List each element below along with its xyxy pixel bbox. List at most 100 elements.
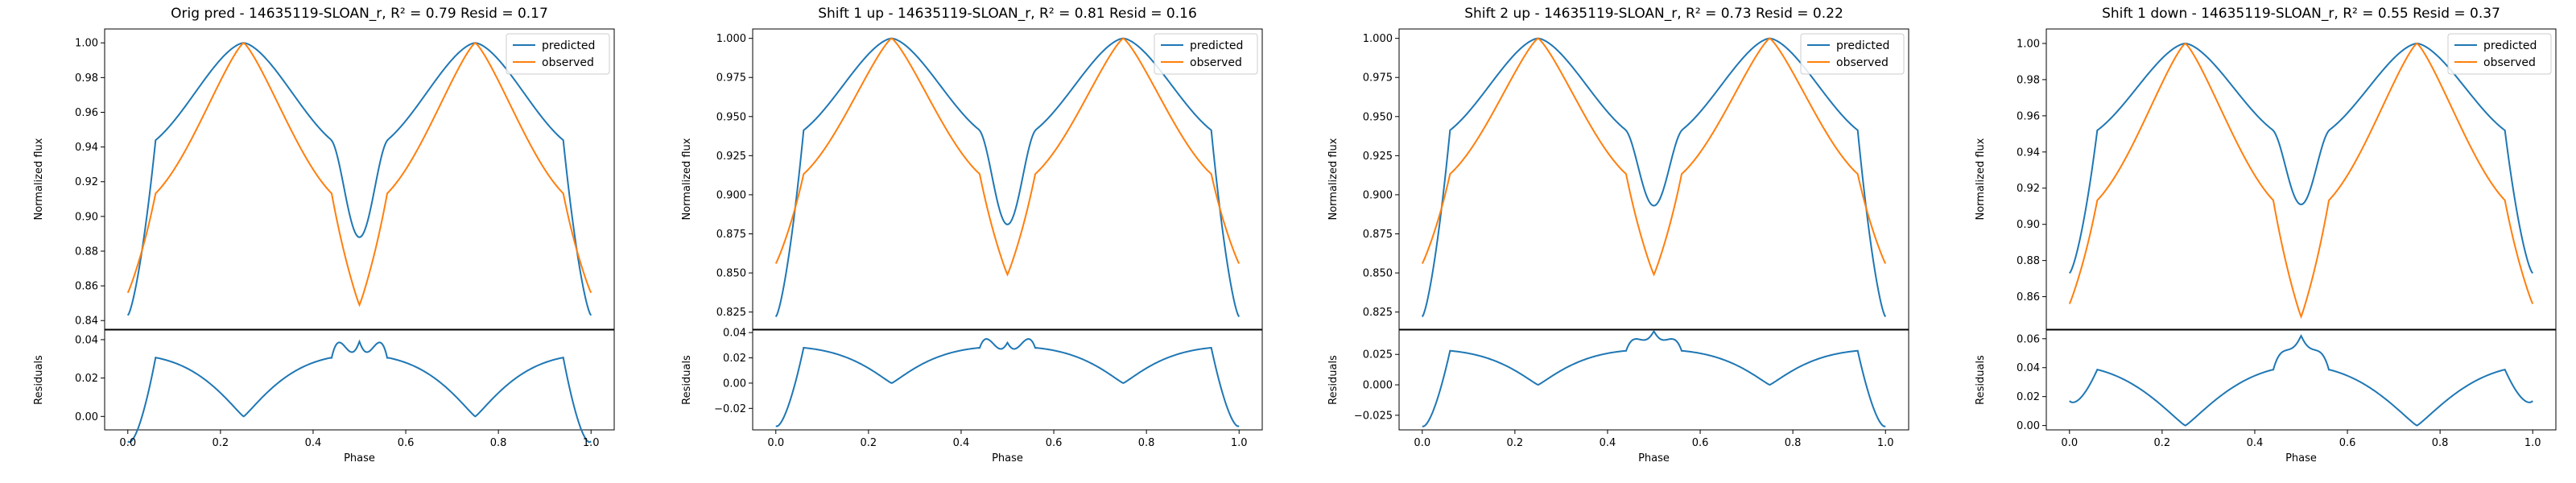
- residuals-ytick-label: 0.00: [75, 411, 98, 423]
- flux-ytick-label: 0.850: [1363, 268, 1393, 280]
- flux-ytick-label: 0.900: [716, 189, 746, 201]
- xtick-label: 0.0: [119, 437, 136, 449]
- flux-ytick-label: 0.94: [2017, 147, 2040, 159]
- xtick-label: 1.0: [1231, 437, 1248, 449]
- observed-series-line: [774, 37, 1241, 277]
- flux-ytick-label: 0.96: [75, 107, 98, 119]
- flux-axes: [1398, 28, 1909, 330]
- residuals-ylabel: Residuals: [1975, 355, 1987, 405]
- legend: predicted observed: [506, 33, 610, 75]
- flux-ytick-label: 0.975: [716, 72, 746, 85]
- flux-ytick-label: 0.825: [1363, 307, 1393, 319]
- flux-ytick-label: 0.94: [75, 142, 98, 154]
- residuals-ylabel: Residuals: [33, 355, 45, 405]
- residuals-ytick-label: 0.00: [2017, 420, 2040, 432]
- chart-panel-2: Shift 1 up - 14635119-SLOAN_r, R² = 0.81…: [681, 6, 1263, 464]
- residuals-ylabel: Residuals: [681, 355, 693, 405]
- residuals-ytick-label: 0.04: [2017, 362, 2040, 374]
- flux-ytick-label: 0.950: [716, 111, 746, 123]
- flux-ylabel: Normalized flux: [1327, 138, 1340, 220]
- flux-ytick-label: 0.88: [75, 246, 98, 258]
- flux-ytick-label: 0.92: [75, 176, 98, 188]
- xtick-label: 1.0: [2524, 437, 2541, 449]
- legend-label-predicted: predicted: [1190, 39, 1243, 52]
- xtick-label: 1.0: [1877, 437, 1894, 449]
- xtick-label: 0.4: [2247, 437, 2264, 449]
- xtick-label: 0.8: [490, 437, 507, 449]
- xtick-label: 0.2: [861, 437, 877, 449]
- xtick-label: 0.6: [1046, 437, 1063, 449]
- flux-ytick-label: 0.86: [2017, 291, 2040, 303]
- residuals-ytick-label: 0.02: [75, 373, 98, 385]
- legend-box: [1154, 33, 1258, 75]
- chart-title: Shift 2 up - 14635119-SLOAN_r, R² = 0.73…: [1464, 6, 1843, 22]
- residuals-series-line: [775, 338, 1240, 427]
- residuals-ytick-label: 0.04: [723, 328, 746, 340]
- legend-box: [1800, 33, 1905, 75]
- xtick-label: 0.2: [213, 437, 229, 449]
- flux-ytick-label: 0.825: [716, 307, 746, 319]
- xtick-label: 0.6: [398, 437, 415, 449]
- flux-ytick-label: 1.00: [2017, 38, 2040, 50]
- xtick-label: 0.6: [2339, 437, 2356, 449]
- flux-ytick-label: 0.925: [716, 151, 746, 163]
- flux-ytick-label: 0.90: [2017, 219, 2040, 231]
- residuals-series-line: [1422, 329, 1886, 427]
- xlabel: Phase: [992, 452, 1023, 464]
- residuals-ytick-label: −0.025: [1354, 410, 1393, 422]
- legend-label-predicted: predicted: [2483, 39, 2537, 52]
- residuals-series-line: [2069, 334, 2533, 427]
- residuals-ylabel: Residuals: [1327, 355, 1340, 405]
- xlabel: Phase: [344, 452, 375, 464]
- xtick-label: 0.8: [2432, 437, 2449, 449]
- chart-title: Shift 1 up - 14635119-SLOAN_r, R² = 0.81…: [818, 6, 1197, 22]
- legend-label-observed: observed: [542, 56, 594, 69]
- flux-ytick-label: 0.86: [75, 281, 98, 293]
- chart-title: Orig pred - 14635119-SLOAN_r, R² = 0.79 …: [171, 6, 548, 22]
- flux-ytick-label: 1.00: [75, 38, 98, 50]
- flux-ytick-label: 0.98: [2017, 74, 2040, 86]
- residuals-ytick-label: 0.025: [1363, 349, 1393, 361]
- chart-title: Shift 1 down - 14635119-SLOAN_r, R² = 0.…: [2102, 6, 2500, 22]
- xtick-label: 0.4: [1600, 437, 1616, 449]
- residuals-axes: [104, 329, 615, 431]
- xtick-label: 1.0: [583, 437, 600, 449]
- observed-series-line: [2068, 42, 2534, 320]
- xtick-label: 0.6: [1692, 437, 1709, 449]
- chart-panel-1: Orig pred - 14635119-SLOAN_r, R² = 0.79 …: [33, 6, 615, 464]
- flux-ylabel: Normalized flux: [33, 138, 45, 220]
- residuals-axes: [752, 329, 1263, 431]
- flux-ytick-label: 0.925: [1363, 151, 1393, 163]
- legend-label-predicted: predicted: [542, 39, 595, 52]
- observed-series-line: [1421, 37, 1887, 277]
- flux-ytick-label: 0.875: [716, 229, 746, 241]
- flux-axes: [752, 28, 1263, 330]
- residuals-axes: [1398, 329, 1909, 431]
- flux-ytick-label: 0.92: [2017, 183, 2040, 195]
- flux-ytick-label: 0.900: [1363, 189, 1393, 201]
- flux-ytick-label: 0.84: [75, 316, 98, 328]
- xtick-label: 0.4: [953, 437, 970, 449]
- flux-ytick-label: 1.000: [716, 33, 746, 45]
- legend-label-predicted: predicted: [1836, 39, 1889, 52]
- xlabel: Phase: [2285, 452, 2317, 464]
- flux-axes: [104, 28, 615, 330]
- predicted-series-line: [2068, 42, 2534, 274]
- xtick-label: 0.2: [1507, 437, 1524, 449]
- chart-panel-3: Shift 2 up - 14635119-SLOAN_r, R² = 0.73…: [1327, 6, 1909, 464]
- legend-label-observed: observed: [1836, 56, 1889, 69]
- legend: predicted observed: [1154, 33, 1258, 75]
- legend: predicted observed: [1800, 33, 1905, 75]
- residuals-ytick-label: 0.02: [2017, 391, 2040, 403]
- flux-ylabel: Normalized flux: [1975, 138, 1987, 220]
- xtick-label: 0.2: [2154, 437, 2171, 449]
- residuals-ytick-label: 0.00: [723, 378, 746, 390]
- xtick-label: 0.0: [2061, 437, 2078, 449]
- predicted-series-line: [126, 42, 592, 316]
- legend-box: [2447, 33, 2552, 75]
- legend-box: [506, 33, 610, 75]
- residuals-axes: [2046, 329, 2557, 431]
- xtick-label: 0.0: [767, 437, 784, 449]
- xtick-label: 0.8: [1785, 437, 1802, 449]
